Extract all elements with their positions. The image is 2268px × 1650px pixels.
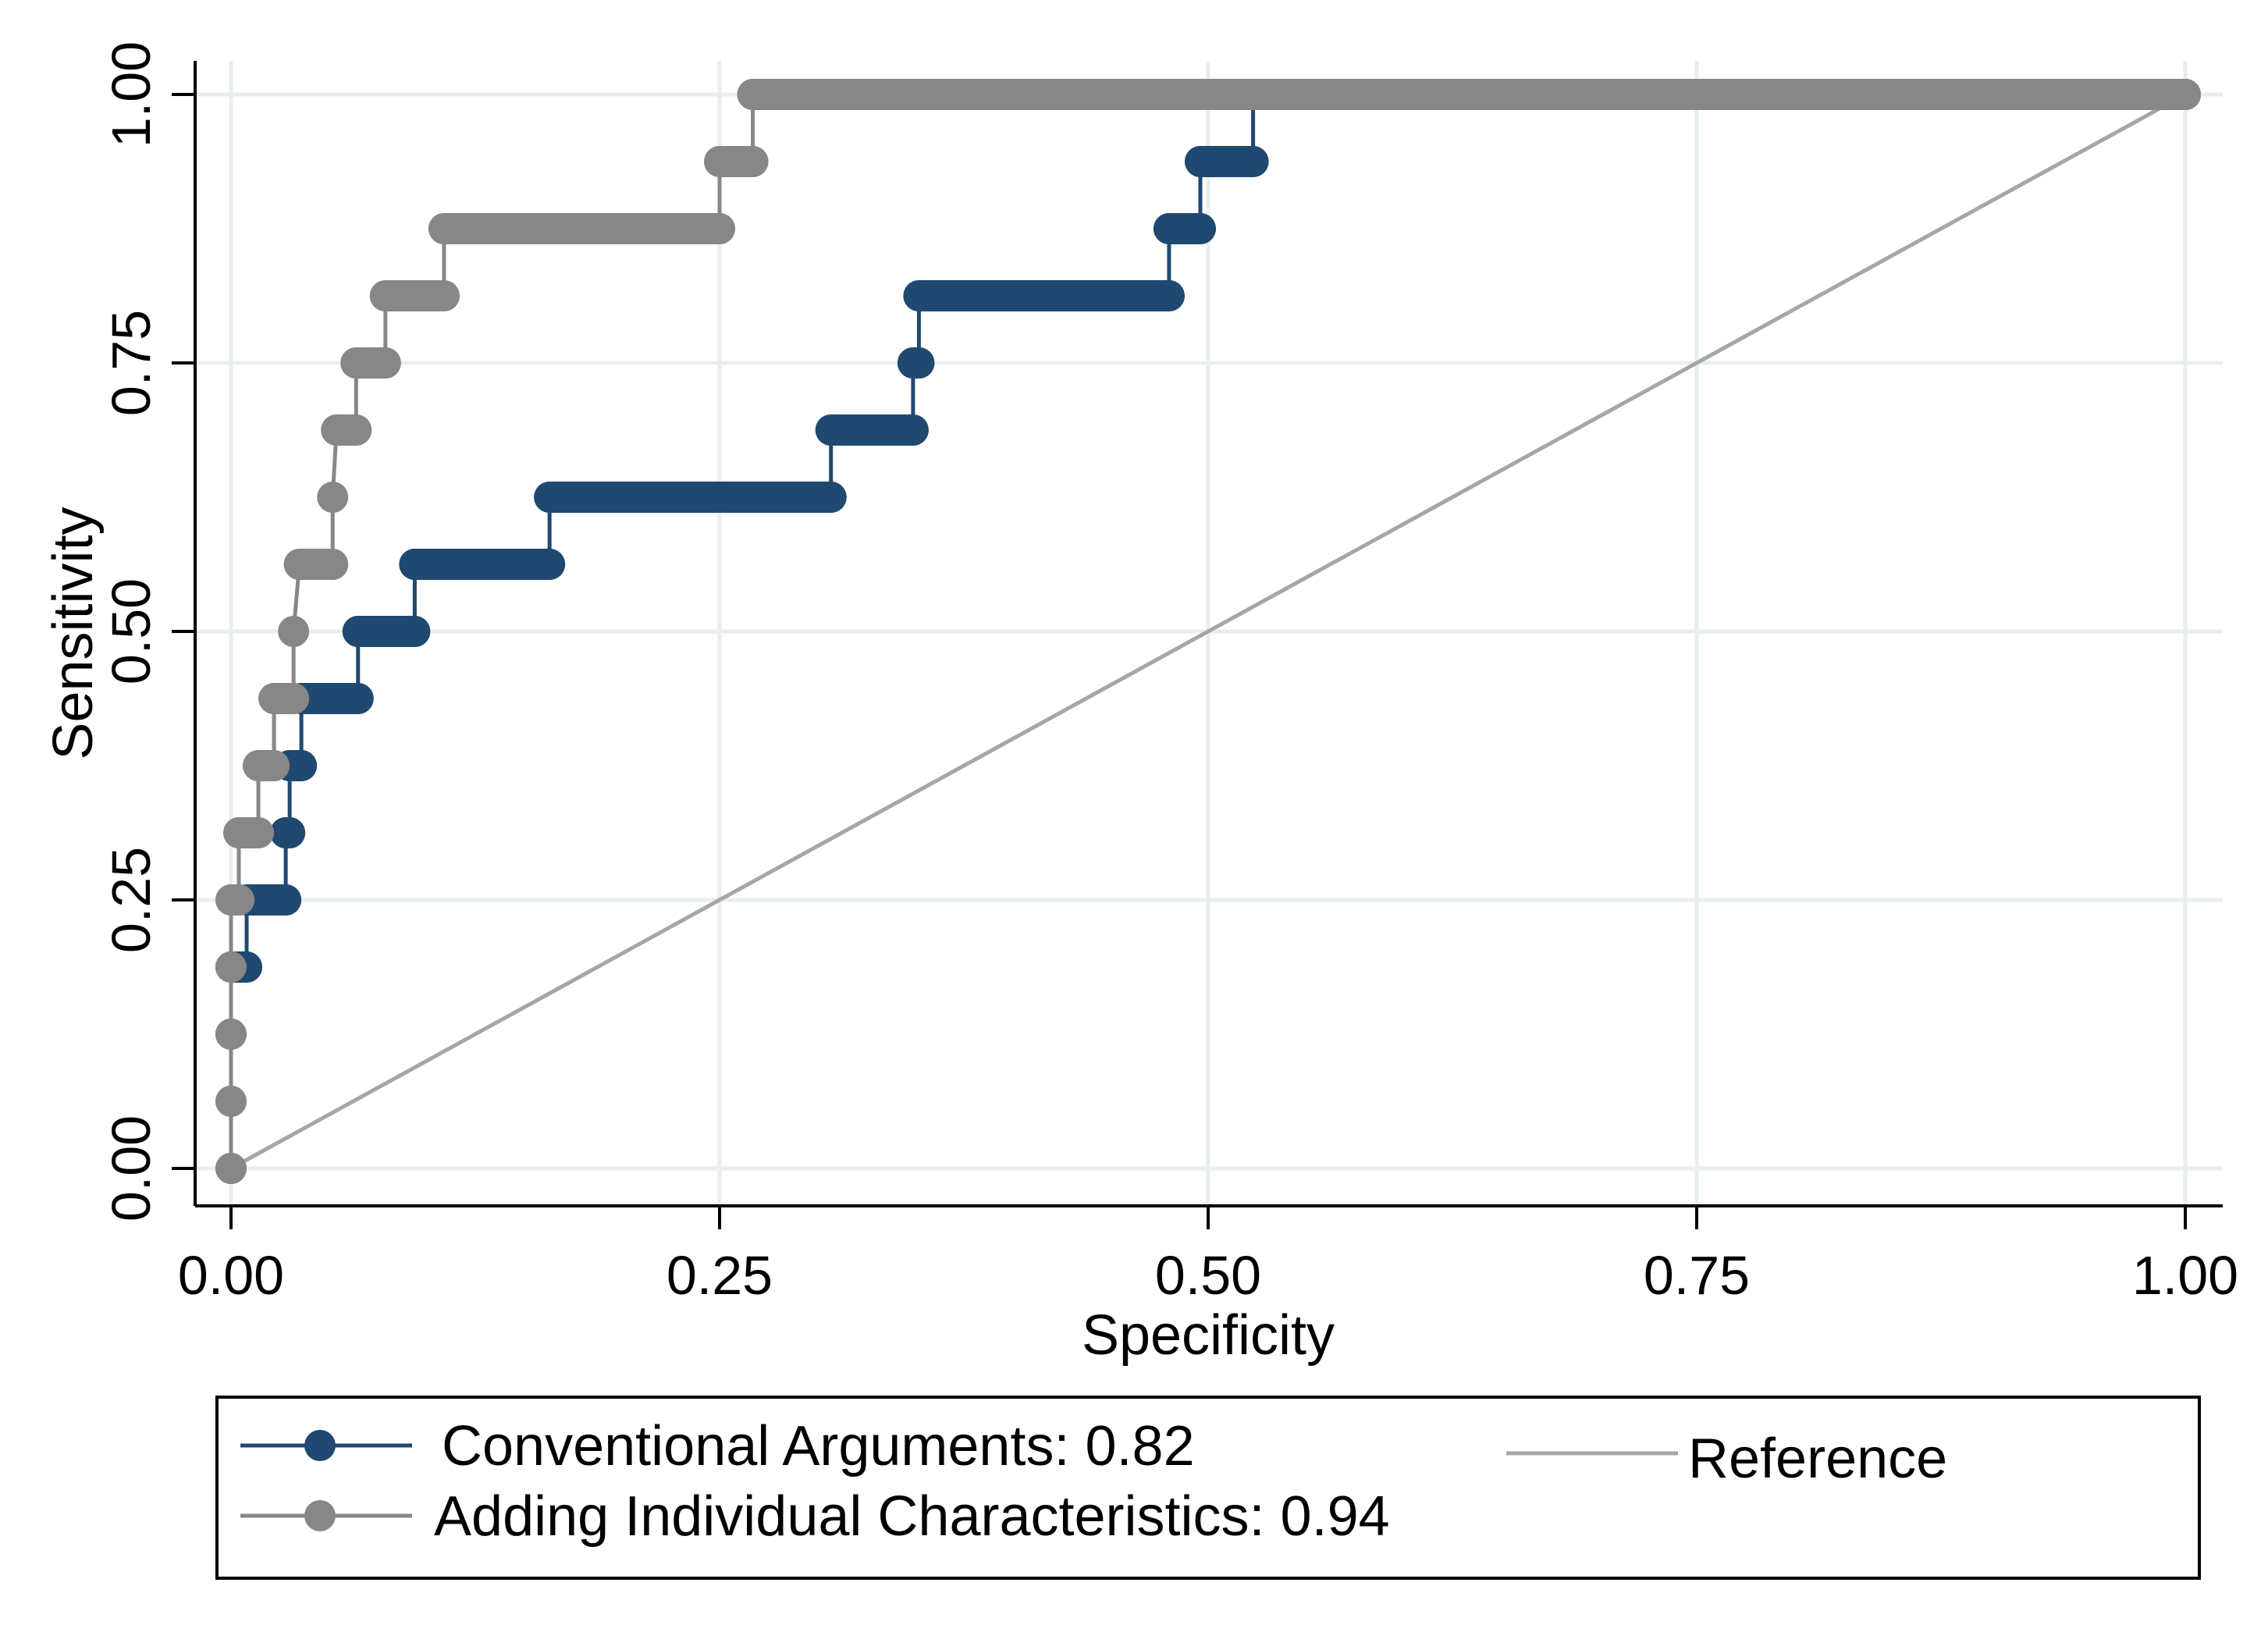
series-1-point-0 (215, 1153, 247, 1184)
x-tick-label-2: 0.50 (1155, 1245, 1261, 1306)
series-1-point-20 (369, 280, 401, 311)
series-1-point-1 (215, 1086, 247, 1117)
x-tick-label-1: 0.25 (667, 1245, 773, 1306)
series-1-point-12 (278, 616, 310, 647)
series-1-point-27 (2170, 79, 2201, 110)
legend: Conventional Arguments: 0.82 Adding Indiv… (215, 1396, 2201, 1580)
series-1-point-18 (340, 347, 372, 379)
y-tick-label-1: 0.25 (101, 847, 162, 953)
legend-swatch-marker-0 (304, 1430, 336, 1461)
legend-swatch-marker-1 (304, 1500, 336, 1531)
series (215, 79, 2201, 1184)
series-1-point-3 (215, 951, 247, 983)
series-0-point-14 (399, 616, 431, 647)
series-0-point-28 (1237, 146, 1269, 177)
series-0-point-19 (815, 414, 847, 446)
y-tick-label-2: 0.50 (101, 578, 162, 685)
series-0-point-24 (1153, 280, 1185, 311)
x-tick-label-3: 0.75 (1644, 1245, 1750, 1306)
x-tick-label-0: 0.00 (178, 1245, 284, 1306)
series-1-point-25 (737, 146, 769, 177)
series-1-point-23 (704, 213, 735, 244)
series-1-point-5 (223, 884, 255, 916)
series-0-point-27 (1184, 146, 1216, 177)
series-1 (215, 79, 2201, 1184)
series-0-point-18 (815, 482, 847, 513)
series-0-point-10 (286, 750, 318, 781)
series-1-point-19 (369, 347, 401, 379)
series-1-point-14 (317, 549, 349, 580)
y-tick-label-4: 1.00 (101, 41, 162, 148)
series-1-point-17 (340, 414, 372, 446)
legend-entry-0: Conventional Arguments: 0.82 (240, 1415, 1195, 1478)
series-1-point-2 (215, 1019, 247, 1050)
y-axis-title: Sensitivity (42, 507, 105, 759)
reference-line (229, 92, 2187, 1171)
series-1-point-7 (243, 817, 275, 848)
y-tick-label-0: 0.00 (101, 1115, 162, 1221)
series-0-point-13 (342, 616, 374, 647)
series-1-point-15 (317, 482, 349, 513)
series-0-point-25 (1153, 213, 1185, 244)
legend-entry-1: Adding Individual Characteristics: 0.94 (240, 1485, 1390, 1548)
x-tick-label-4: 1.00 (2132, 1245, 2238, 1306)
series-1-point-9 (258, 750, 290, 781)
series-1-point-21 (428, 280, 460, 311)
series-0-point-26 (1184, 213, 1216, 244)
legend-label-0: Conventional Arguments: 0.82 (442, 1415, 1195, 1478)
series-0-point-12 (342, 683, 374, 714)
series-0-point-15 (399, 549, 431, 580)
series-1-point-13 (283, 549, 315, 580)
tick-labels: 0.00 0.25 0.50 0.75 1.00 0.00 0.25 0.50 0.75 1.00 (101, 41, 2238, 1306)
series-1-point-22 (428, 213, 460, 244)
axes (172, 61, 2223, 1229)
series-1-point-11 (278, 683, 310, 714)
series-0-point-20 (897, 414, 929, 446)
series-1-point-26 (737, 79, 769, 110)
legend-box (215, 1396, 2201, 1580)
series-0-point-22 (903, 347, 935, 379)
x-axis-title: Specificity (1082, 1304, 1335, 1367)
legend-entry-2: Reference (1506, 1428, 1947, 1490)
series-0-point-6 (270, 884, 302, 916)
series-1-point-24 (704, 146, 735, 177)
series-0-point-17 (534, 482, 566, 513)
legend-label-1: Adding Individual Characteristics: 0.94 (434, 1485, 1390, 1548)
legend-label-2: Reference (1688, 1428, 1947, 1490)
series-0-point-23 (903, 280, 935, 311)
series-0-point-16 (534, 549, 566, 580)
y-tick-label-3: 0.75 (101, 310, 162, 416)
series-0-point-8 (274, 817, 306, 848)
